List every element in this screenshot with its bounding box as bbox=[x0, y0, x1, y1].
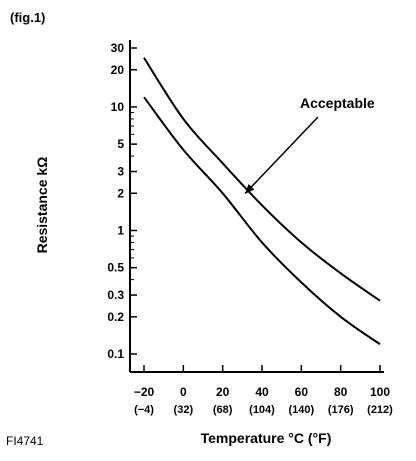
x-tick-label: 60 bbox=[295, 385, 309, 399]
x-tick-sublabel: (212) bbox=[367, 404, 393, 416]
x-tick-sublabel: (140) bbox=[288, 404, 314, 416]
y-tick-label: 5 bbox=[117, 137, 124, 151]
upper-limit-curve bbox=[143, 57, 381, 302]
figure-code: FI4741 bbox=[6, 434, 44, 448]
y-tick-label: 30 bbox=[111, 41, 125, 55]
annotations: Acceptable bbox=[244, 95, 375, 195]
y-tick-label: 1 bbox=[117, 223, 124, 237]
x-tick-label: 100 bbox=[370, 385, 390, 399]
y-tick-label: 0.1 bbox=[107, 347, 124, 361]
x-tick-sublabel: (32) bbox=[174, 404, 194, 416]
annotation-acceptable: Acceptable bbox=[300, 95, 375, 111]
x-axis-title: Temperature °C (°F) bbox=[201, 430, 332, 446]
x-tick-sublabel: (176) bbox=[328, 404, 354, 416]
x-tick-label: 0 bbox=[180, 385, 187, 399]
x-ticks: −20 (−4) 0 (32) 20 (68) 40 (104) 60 (140) 80 (176) 1… bbox=[134, 365, 393, 416]
x-tick-label: 20 bbox=[216, 385, 230, 399]
figure-label: (fig.1) bbox=[10, 10, 45, 25]
y-tick-label: 0.3 bbox=[107, 288, 124, 302]
y-tick-label: 0.2 bbox=[107, 310, 124, 324]
y-tick-label: 20 bbox=[111, 63, 125, 77]
x-tick-sublabel: (104) bbox=[249, 404, 275, 416]
axes bbox=[129, 40, 384, 373]
y-axis-title: Resistance kΩ bbox=[34, 157, 50, 254]
x-tick-sublabel: (68) bbox=[213, 404, 233, 416]
x-tick-label: 40 bbox=[255, 385, 269, 399]
series-lines bbox=[143, 57, 381, 346]
x-tick-label: 80 bbox=[334, 385, 348, 399]
y-tick-label: 0.5 bbox=[107, 261, 124, 275]
y-tick-label: 3 bbox=[117, 165, 124, 179]
y-tick-label: 2 bbox=[117, 186, 124, 200]
x-tick-label: −20 bbox=[134, 385, 155, 399]
y-tick-label: 10 bbox=[111, 100, 125, 114]
lower-limit-curve bbox=[143, 96, 381, 346]
x-tick-sublabel: (−4) bbox=[134, 404, 154, 416]
annotation-arrow bbox=[244, 116, 319, 195]
y-ticks: 30 20 10 5 3 2 1 0.5 0.3 0.2 0.1 bbox=[107, 41, 137, 361]
